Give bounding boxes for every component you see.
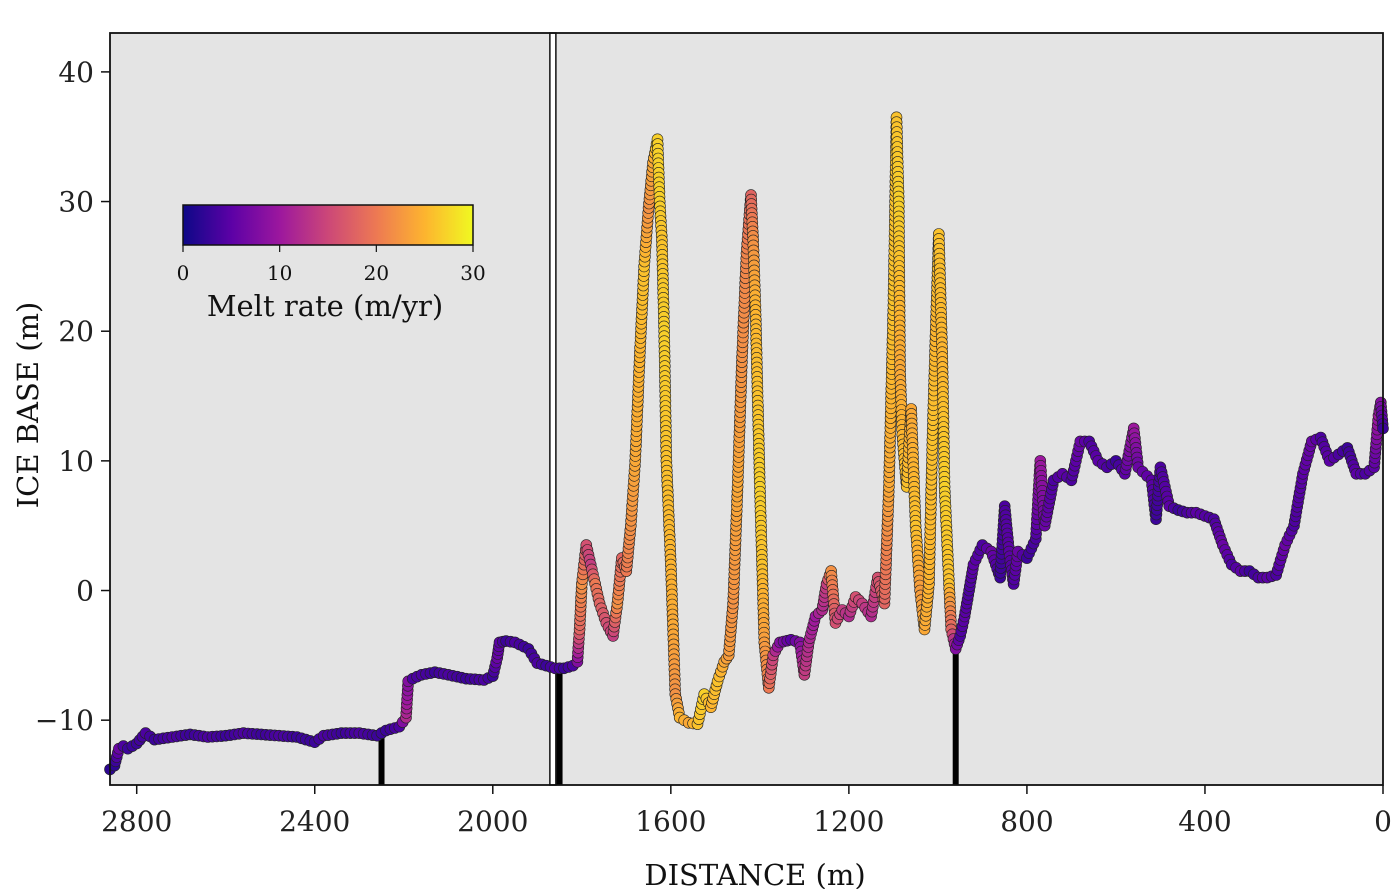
plot-border <box>109 32 1384 786</box>
colorbar-ticks: 0 10 20 30 <box>177 245 486 285</box>
colorbar-title: Melt rate (m/yr) <box>207 289 443 323</box>
plot-background <box>110 32 1383 786</box>
plot-frame <box>109 32 1384 786</box>
axes: 2800 2400 2000 1600 1200 800 400 0 40 30 20 10 0 −10 <box>35 56 1392 838</box>
x-tick-label: 1200 <box>813 805 884 838</box>
y-tick-label: 0 <box>76 575 94 608</box>
y-tick-label: 20 <box>58 315 94 348</box>
colorbar-gradient <box>182 204 474 246</box>
colorbar-tick-label: 20 <box>364 261 389 285</box>
y-tick-label: −10 <box>35 704 94 737</box>
colorbar: 0 10 20 30 Melt rate (m/yr) <box>177 204 486 323</box>
y-tick-label: 40 <box>58 56 94 89</box>
grounding-markers <box>378 648 959 785</box>
y-tick-label: 10 <box>58 445 94 478</box>
plot-area <box>110 33 1383 785</box>
x-tick-label: 0 <box>1374 805 1392 838</box>
y-axis-title: ICE BASE (m) <box>11 302 45 509</box>
colorbar-tick-label: 0 <box>177 261 190 285</box>
x-tick-label: 800 <box>1000 805 1053 838</box>
colorbar-tick-label: 10 <box>267 261 292 285</box>
x-axis-title: DISTANCE (m) <box>644 858 865 889</box>
x-tick-label: 2400 <box>279 805 350 838</box>
ice-base-profile <box>104 111 1389 776</box>
y-tick-label: 30 <box>58 186 94 219</box>
x-tick-label: 2000 <box>457 805 528 838</box>
x-tick-label: 400 <box>1178 805 1231 838</box>
colorbar-tick-label: 30 <box>460 261 485 285</box>
x-tick-label: 1600 <box>635 805 706 838</box>
x-tick-label: 2800 <box>101 805 172 838</box>
